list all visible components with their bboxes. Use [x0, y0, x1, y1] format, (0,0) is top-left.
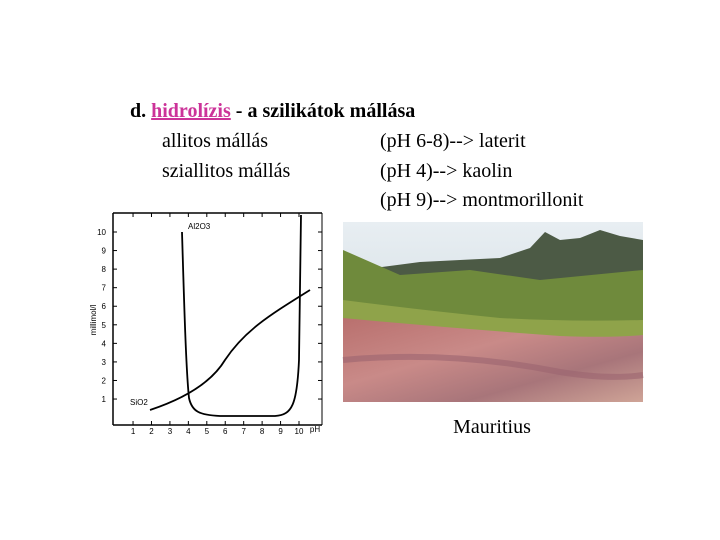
x-tick-label: 2 [149, 427, 154, 436]
x-tick-label: 9 [278, 427, 283, 436]
row-result: (pH 6-8)--> laterit [380, 130, 526, 152]
y-tick-label: 9 [102, 247, 107, 256]
y-tick-label: 7 [102, 284, 107, 293]
x-tick-label: 7 [241, 427, 246, 436]
y-tick-label: 8 [102, 265, 107, 274]
heading-prefix: d. [130, 100, 147, 122]
curves [149, 214, 311, 417]
y-tick-label: 6 [102, 302, 107, 311]
row-name: sziallitos mállás [162, 160, 291, 182]
x-tick-label: 3 [168, 427, 173, 436]
y-tick-label: 4 [102, 339, 107, 348]
y-axis-label: millimol/l [89, 304, 98, 335]
x-tick-label: 4 [186, 427, 191, 436]
row-result: (pH 9)--> montmorillonit [380, 189, 584, 211]
al2o3-curve [181, 214, 302, 417]
y-tick-label: 5 [102, 321, 107, 330]
x-unit: pH [310, 425, 320, 434]
y-tick-label: 2 [102, 376, 107, 385]
x-tick-label: 10 [295, 427, 304, 436]
y-tick-label: 10 [97, 228, 106, 237]
y-tick-label: 3 [102, 358, 107, 367]
caption: Mauritius [453, 416, 531, 438]
x-tick-label: 5 [205, 427, 210, 436]
curve-label: Al2O3 [188, 222, 211, 231]
x-tick-label: 1 [131, 427, 136, 436]
sio2-curve [149, 289, 311, 411]
y-tick-label: 1 [102, 395, 107, 404]
x-tick-label: 8 [260, 427, 265, 436]
heading-rest: - a szilikátok mállása [235, 100, 416, 122]
axes [112, 212, 323, 426]
curve-label: SiO2 [130, 398, 148, 407]
heading: d. hidrolízis - a szilikátok mállása [130, 100, 415, 123]
x-tick-label: 6 [223, 427, 228, 436]
photo [342, 222, 644, 402]
row-result: (pH 4)--> kaolin [380, 160, 513, 182]
heading-link[interactable]: hidrolízis [151, 100, 231, 122]
row-name: allitos mállás [162, 130, 269, 152]
